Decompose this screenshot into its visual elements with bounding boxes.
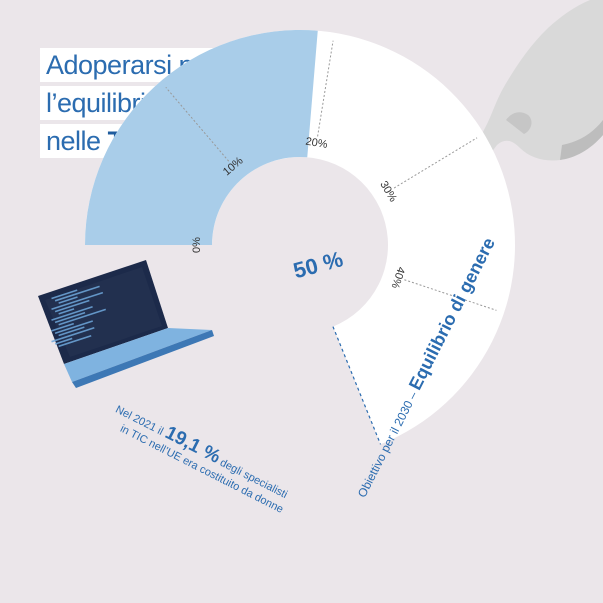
code-line xyxy=(58,308,106,326)
code-line xyxy=(58,326,85,337)
code-line xyxy=(54,299,90,313)
gauge-value-bar xyxy=(85,29,318,245)
tick-label: 20% xyxy=(305,136,329,151)
code-line xyxy=(54,337,73,345)
pointing-hand-icon xyxy=(459,0,603,183)
code-line xyxy=(51,291,104,311)
value-text-line-1: Nel 2021 il 19,1 % degli specialisti xyxy=(113,397,293,503)
code-line xyxy=(58,308,75,315)
value-text-line-2: in TIC nell’UE era costituito da donne xyxy=(118,423,285,516)
code-line xyxy=(58,296,78,304)
gridline xyxy=(404,279,497,311)
gridline xyxy=(165,87,230,162)
code-line xyxy=(54,320,94,334)
gridline xyxy=(317,40,334,137)
gridline xyxy=(393,137,478,189)
code-line xyxy=(58,334,92,348)
code-line xyxy=(51,289,78,300)
max-value-label: 50 % xyxy=(291,246,346,283)
code-line xyxy=(51,305,93,321)
code-line xyxy=(54,311,86,324)
title-line-3-prefix: nelle xyxy=(46,126,101,156)
code-line xyxy=(54,285,100,302)
code-line xyxy=(51,322,75,332)
laptop-icon xyxy=(38,260,214,388)
code-line xyxy=(51,327,95,343)
tick-label: 0% xyxy=(191,237,203,253)
